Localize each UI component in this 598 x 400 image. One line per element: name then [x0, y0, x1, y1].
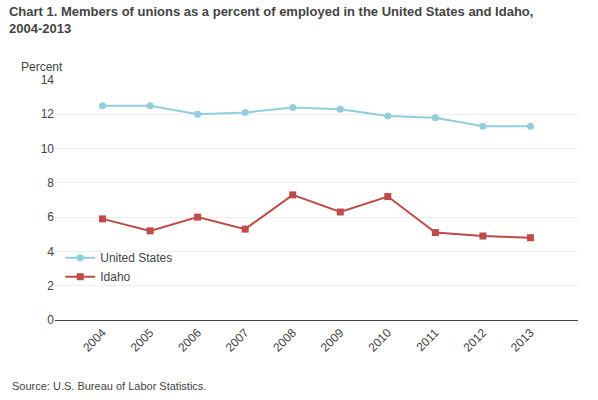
svg-text:10: 10	[41, 142, 55, 156]
svg-text:2009: 2009	[318, 326, 347, 355]
svg-text:United States: United States	[100, 251, 172, 265]
svg-text:2005: 2005	[128, 326, 157, 355]
svg-text:Idaho: Idaho	[100, 270, 130, 284]
svg-text:2006: 2006	[175, 326, 204, 355]
svg-text:6: 6	[47, 210, 54, 224]
svg-text:2011: 2011	[414, 326, 442, 354]
svg-text:2008: 2008	[270, 326, 299, 355]
svg-text:Source: U.S. Bureau of Labor S: Source: U.S. Bureau of Labor Statistics.	[12, 380, 206, 392]
svg-text:2007: 2007	[223, 326, 252, 355]
svg-text:12: 12	[41, 107, 55, 121]
svg-text:14: 14	[41, 73, 55, 87]
svg-text:Percent: Percent	[21, 60, 63, 74]
svg-text:2: 2	[47, 279, 54, 293]
svg-text:2010: 2010	[365, 326, 394, 355]
svg-text:0: 0	[47, 313, 54, 327]
svg-text:Chart 1. Members of unions as: Chart 1. Members of unions as a percent …	[9, 4, 533, 36]
svg-text:8: 8	[47, 176, 54, 190]
svg-text:2013: 2013	[508, 326, 537, 355]
svg-text:4: 4	[47, 245, 54, 259]
svg-text:2004: 2004	[80, 326, 109, 355]
svg-text:2012: 2012	[460, 326, 489, 355]
